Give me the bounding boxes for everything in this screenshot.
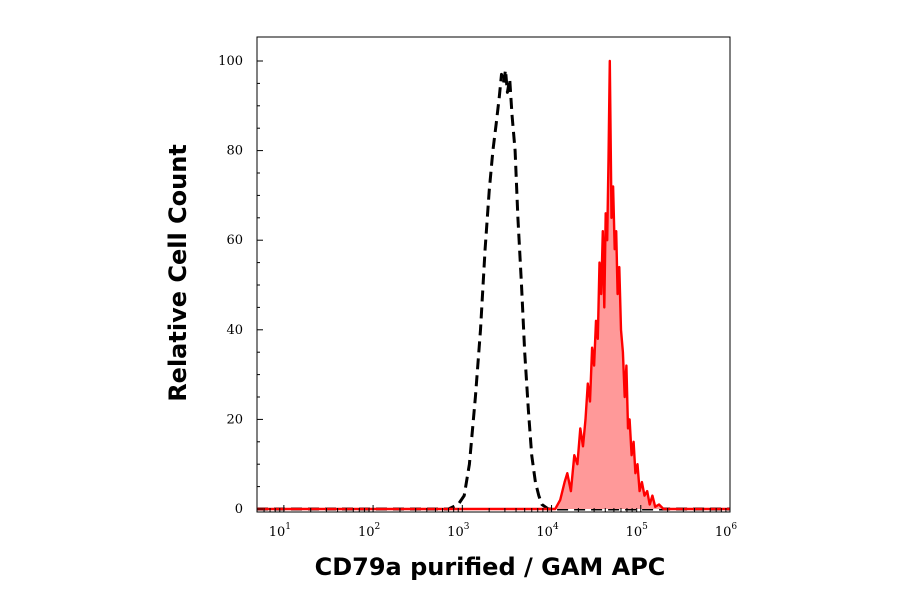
x-tick-base: 10: [269, 525, 286, 540]
y-axis-title: Relative Cell Count: [164, 144, 192, 402]
y-tick-label: 20: [226, 412, 243, 427]
x-tick-label: 105: [626, 522, 649, 540]
x-tick-exponent: 2: [374, 522, 380, 532]
x-tick-base: 10: [536, 525, 553, 540]
x-tick-base: 10: [715, 525, 732, 540]
series-1-area: [257, 61, 730, 509]
x-tick-label: 101: [269, 522, 291, 540]
x-tick-base: 10: [358, 525, 375, 540]
x-tick-label: 104: [536, 522, 559, 540]
series-0-line: [257, 68, 730, 511]
y-tick-label: 80: [226, 144, 243, 159]
x-tick-exponent: 5: [642, 522, 648, 532]
x-tick-base: 10: [447, 525, 464, 540]
y-tick-label: 100: [218, 54, 243, 69]
x-tick-base: 10: [626, 525, 643, 540]
x-tick-exponent: 3: [464, 522, 470, 532]
y-tick-label: 40: [226, 323, 243, 338]
x-tick-label: 102: [358, 522, 380, 540]
x-tick-label: 106: [715, 522, 738, 540]
x-axis-title: CD79a purified / GAM APC: [315, 553, 666, 581]
x-tick-label: 103: [447, 522, 470, 540]
plot-frame: [256, 36, 731, 513]
x-tick-exponent: 1: [285, 522, 291, 532]
y-tick-label: 60: [226, 233, 243, 248]
x-tick-exponent: 4: [553, 522, 559, 532]
series-layer: [257, 59, 730, 511]
x-tick-exponent: 6: [731, 522, 737, 532]
series-1-line: [257, 59, 730, 511]
y-tick-label: 0: [235, 502, 243, 517]
